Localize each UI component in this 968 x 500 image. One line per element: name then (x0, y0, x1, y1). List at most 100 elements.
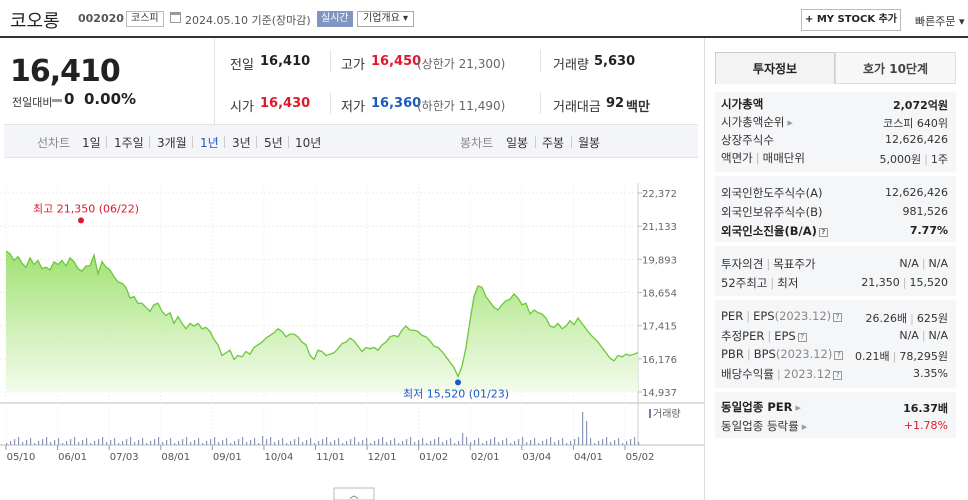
market-cap-rank-link[interactable]: 시가총액순위 ▶ (721, 115, 793, 129)
sector-per-link[interactable]: 동일업종 PER ▶ (721, 400, 801, 414)
volume-bar (334, 440, 336, 445)
help-icon[interactable]: ? (833, 371, 843, 380)
range-1w[interactable]: 1주일 (114, 136, 144, 150)
foreign-group: 외국인한도주식수(A) 12,626,426 외국인보유주식수(B) 981,5… (715, 176, 956, 242)
opinion-group: 투자의견 | 목표주가 N/A | N/A 52주최고 | 최저 21,350 | 15,520 (715, 246, 956, 296)
volume-bar (122, 441, 124, 445)
volume-bar (158, 437, 160, 445)
volume-bar (606, 437, 608, 445)
volume-bar (418, 440, 420, 445)
volume-bar (234, 441, 236, 445)
range-3y[interactable]: 3년 (232, 136, 251, 150)
volume-bar (66, 441, 68, 445)
quick-order-button[interactable]: 빠른주문 ▾ (915, 15, 965, 28)
x-tick-label: 07/03 (110, 452, 139, 463)
per-eps-label: PER | EPS(2023.12)? (721, 309, 843, 323)
volume-bar (618, 438, 620, 445)
volume-bar (490, 439, 492, 445)
volume-bar (78, 442, 80, 445)
volume-bar (634, 437, 636, 445)
volume-bar (446, 440, 448, 445)
candle-monthly[interactable]: 월봉 (578, 136, 601, 150)
volume-bar (594, 443, 596, 445)
volume-bar (242, 437, 244, 445)
high-label: 고가 (341, 58, 365, 73)
foreign-ratio-value: 7.77% (909, 224, 948, 237)
volume-bar (274, 442, 276, 445)
opinion-value: N/A | N/A (899, 257, 948, 270)
candle-weekly[interactable]: 주봉 (542, 136, 565, 150)
x-tick-label: 12/01 (368, 452, 397, 463)
volume-bar (314, 443, 316, 445)
price-area (6, 251, 638, 392)
volume-bar (98, 439, 100, 445)
range-5y[interactable]: 5년 (264, 136, 283, 150)
volume-bar (10, 441, 12, 445)
week52-value: 21,350 | 15,520 (861, 276, 948, 289)
x-tick-label: 08/01 (161, 452, 190, 463)
volume-bar (558, 440, 560, 445)
trade-amount-unit: 백만 (626, 100, 650, 115)
volume-bar (110, 440, 112, 445)
help-icon[interactable]: ? (833, 313, 843, 322)
volume-bar (266, 439, 268, 445)
base-date: 2024.05.10 기준(장마감) (185, 14, 311, 27)
volume-bar (494, 437, 496, 445)
volume-bar (322, 439, 324, 445)
pbr-bps-label: PBR | BPS(2023.12)? (721, 347, 844, 361)
lower-limit: (하한가 11,490) (417, 99, 506, 113)
x-tick-label: 06/01 (58, 452, 87, 463)
volume-bar (514, 441, 516, 445)
volume-bar (450, 438, 452, 445)
range-10y[interactable]: 10년 (295, 136, 322, 150)
help-icon[interactable]: ? (818, 228, 828, 237)
volume-bar (538, 443, 540, 445)
expand-chart-button[interactable] (333, 487, 375, 500)
volume-bar (162, 442, 164, 445)
volume-bar (30, 438, 32, 445)
sector-change-link[interactable]: 동일업종 등락률 ▶ (721, 419, 808, 433)
market-badge: 코스피 (126, 11, 164, 27)
volume-bar (498, 442, 500, 445)
range-3m[interactable]: 3개월 (157, 136, 187, 150)
low-marker (455, 379, 461, 386)
company-overview-dropdown[interactable]: 기업개요 ▾ (357, 11, 414, 27)
dividend-value: 3.35% (913, 367, 948, 380)
volume-bar (70, 439, 72, 445)
volume-bar (118, 443, 120, 445)
range-1y[interactable]: 1년 (200, 136, 219, 150)
volume-bar (258, 443, 260, 445)
volume-bar (410, 437, 412, 445)
volume-bar (50, 442, 52, 445)
realtime-button[interactable]: 실시간 (317, 11, 353, 27)
price-chart: 22,372 21,133 19,893 18,654 17,415 16,176 14,9… (0, 183, 704, 500)
x-tick-label: 01/02 (419, 452, 448, 463)
volume-bar (370, 443, 372, 445)
y-tick-label: 19,893 (642, 255, 677, 266)
volume-bar (342, 443, 344, 445)
volume-bar (430, 441, 432, 445)
help-icon[interactable]: ? (797, 333, 807, 342)
foreign-holding-label: 외국인보유주식수(B) (721, 205, 823, 219)
candle-daily[interactable]: 일봉 (506, 136, 529, 150)
change-percent: 0.00% (84, 90, 137, 108)
volume-bar (570, 441, 572, 445)
volume-bar (566, 443, 568, 445)
market-cap-value: 2,072억원 (892, 99, 948, 112)
volume-bar (542, 441, 544, 445)
tab-investment-info[interactable]: 투자정보 (715, 52, 835, 84)
volume-bar (290, 441, 292, 445)
range-1d[interactable]: 1일 (82, 136, 101, 150)
volume-bar (346, 441, 348, 445)
volume-bar (134, 442, 136, 445)
market-cap-group: 시가총액 2,072억원 시가총액순위 ▶ 코스피 640위 상장주식수 12,6… (715, 92, 956, 172)
my-stock-add-button[interactable]: + MY STOCK 추가 (801, 9, 901, 31)
volume-bar (602, 439, 604, 445)
market-cap-rank-value: 코스피 640위 (883, 117, 948, 130)
volume-bar (526, 442, 528, 445)
volume-bar (354, 437, 356, 445)
tab-order-book-10[interactable]: 호가 10단계 (835, 52, 956, 84)
help-icon[interactable]: ? (834, 351, 844, 360)
volume-bar (626, 441, 628, 445)
volume-legend: 거래량 (653, 408, 681, 420)
